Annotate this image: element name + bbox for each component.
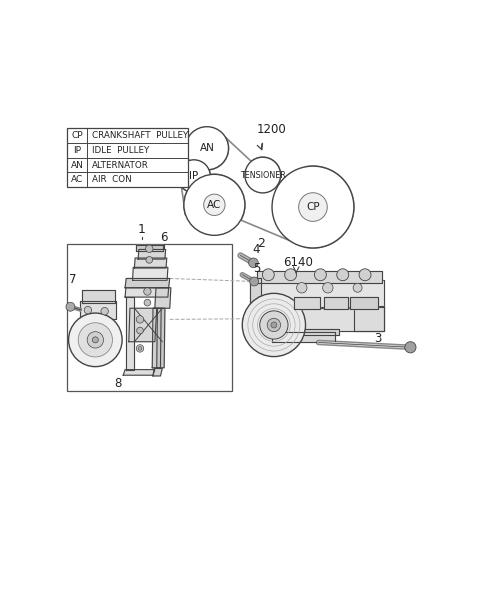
Polygon shape <box>134 258 167 268</box>
Circle shape <box>144 288 151 295</box>
Text: 6: 6 <box>160 230 168 244</box>
Text: IP: IP <box>189 171 199 181</box>
Text: CRANKSHAFT  PULLEY: CRANKSHAFT PULLEY <box>92 131 188 140</box>
Text: 8: 8 <box>114 377 121 390</box>
Circle shape <box>405 342 416 353</box>
Text: TENSIONER: TENSIONER <box>240 171 286 180</box>
Circle shape <box>145 245 153 253</box>
Polygon shape <box>272 332 335 343</box>
Circle shape <box>297 283 307 293</box>
Circle shape <box>204 194 225 215</box>
Circle shape <box>245 157 281 193</box>
Polygon shape <box>123 370 155 375</box>
Polygon shape <box>136 245 163 251</box>
Circle shape <box>242 293 305 356</box>
Circle shape <box>144 299 151 306</box>
Polygon shape <box>257 271 382 283</box>
Circle shape <box>69 313 122 367</box>
Polygon shape <box>126 297 134 370</box>
Text: 6140: 6140 <box>283 256 313 269</box>
Polygon shape <box>138 250 166 259</box>
Text: 7: 7 <box>69 273 76 286</box>
Bar <box>67 128 188 188</box>
Polygon shape <box>294 297 321 309</box>
Circle shape <box>260 311 288 339</box>
Circle shape <box>314 269 326 281</box>
Circle shape <box>250 277 259 286</box>
Circle shape <box>299 193 327 221</box>
Text: IP: IP <box>73 146 81 154</box>
Polygon shape <box>350 297 378 309</box>
Circle shape <box>92 337 98 343</box>
Circle shape <box>185 127 228 170</box>
Circle shape <box>137 327 144 334</box>
Circle shape <box>263 269 274 281</box>
Text: AC: AC <box>71 175 83 185</box>
Polygon shape <box>261 329 339 335</box>
Circle shape <box>84 306 92 314</box>
Polygon shape <box>129 308 156 342</box>
Text: AC: AC <box>207 200 222 210</box>
Circle shape <box>178 160 210 192</box>
Text: 3: 3 <box>374 332 382 345</box>
Text: AN: AN <box>71 160 84 169</box>
Text: AN: AN <box>200 144 215 153</box>
Polygon shape <box>354 306 384 330</box>
Polygon shape <box>125 288 168 297</box>
Polygon shape <box>155 288 171 308</box>
Circle shape <box>353 283 362 292</box>
Circle shape <box>101 308 108 315</box>
Polygon shape <box>132 267 168 280</box>
Text: ALTERNATOR: ALTERNATOR <box>92 160 148 169</box>
Circle shape <box>87 332 104 348</box>
Polygon shape <box>125 279 170 288</box>
Circle shape <box>184 174 245 235</box>
Circle shape <box>271 322 277 328</box>
Text: 2: 2 <box>257 237 265 250</box>
Circle shape <box>285 269 297 281</box>
Text: AIR  CON: AIR CON <box>92 175 131 185</box>
Circle shape <box>138 347 142 350</box>
Circle shape <box>323 283 333 293</box>
Polygon shape <box>257 308 384 330</box>
Polygon shape <box>83 289 115 303</box>
Bar <box>67 244 232 391</box>
Polygon shape <box>152 308 161 368</box>
Text: 1200: 1200 <box>257 124 287 136</box>
Circle shape <box>136 316 144 323</box>
Text: 5: 5 <box>253 262 260 276</box>
Text: 4: 4 <box>252 243 260 256</box>
Circle shape <box>359 269 371 281</box>
Circle shape <box>249 258 258 268</box>
Polygon shape <box>324 297 348 309</box>
Polygon shape <box>156 308 165 368</box>
Polygon shape <box>153 368 162 376</box>
Text: 1: 1 <box>138 223 146 236</box>
Text: CP: CP <box>306 202 320 212</box>
Polygon shape <box>253 280 384 308</box>
Text: IDLE  PULLEY: IDLE PULLEY <box>92 146 149 154</box>
Circle shape <box>267 318 281 332</box>
Circle shape <box>136 345 144 352</box>
Polygon shape <box>250 279 261 327</box>
Circle shape <box>337 269 348 281</box>
Circle shape <box>66 302 75 311</box>
Circle shape <box>78 323 112 357</box>
Polygon shape <box>81 301 116 320</box>
Circle shape <box>146 256 153 264</box>
Circle shape <box>272 166 354 248</box>
Text: CP: CP <box>71 131 83 140</box>
